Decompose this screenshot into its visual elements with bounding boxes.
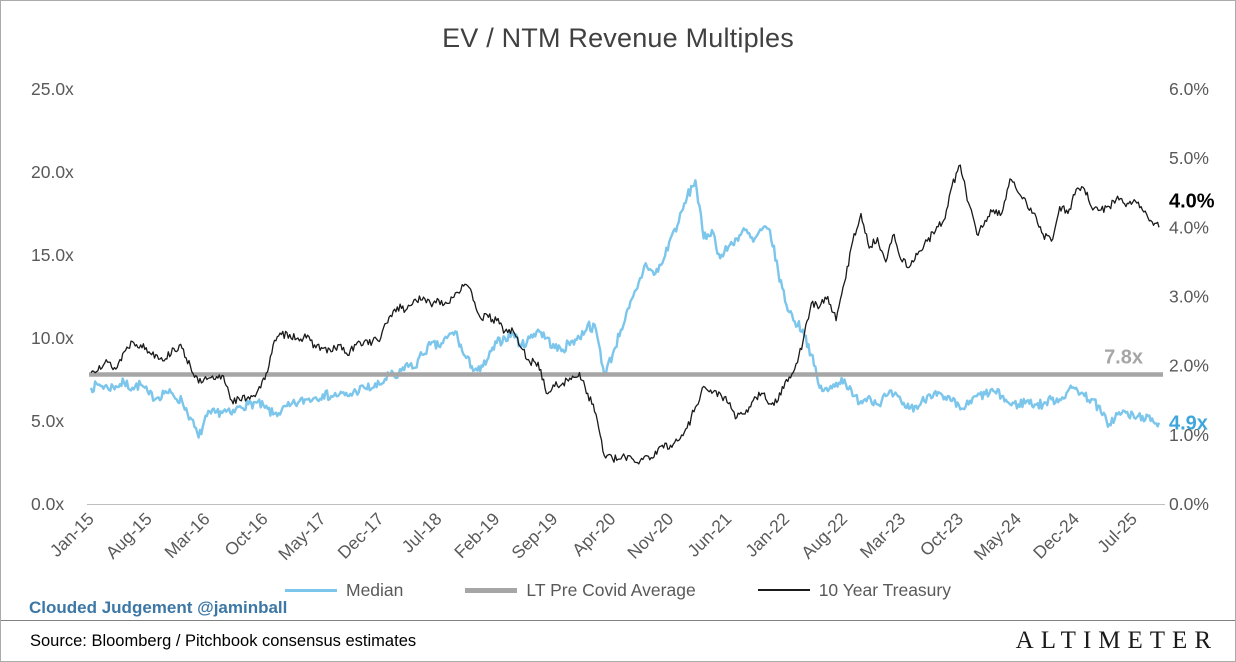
- legend-label-median: Median: [346, 579, 404, 600]
- treasury-value-label: 4.0%: [1169, 190, 1215, 212]
- x-axis-tick: Jan-22: [741, 509, 793, 561]
- x-axis-tick: Jun-21: [683, 509, 735, 561]
- x-axis-tick: Jul-25: [1093, 509, 1141, 557]
- x-axis-tick: Dec-24: [1029, 509, 1083, 563]
- x-axis-tick: Mar-23: [856, 509, 909, 562]
- left-axis-tick: 25.0x: [31, 79, 74, 99]
- legend-label-lt-pre-covid-average: LT Pre Covid Average: [526, 579, 696, 600]
- page-title: EV / NTM Revenue Multiples: [442, 23, 794, 53]
- left-axis-tick: 15.0x: [31, 245, 74, 265]
- x-axis-tick: Mar-16: [160, 509, 213, 562]
- x-axis-tick: Aug-15: [102, 509, 156, 563]
- x-axis-tick: Oct-16: [220, 509, 271, 560]
- x-axis-tick: Jan-15: [46, 509, 98, 561]
- x-axis-tick: Jul-18: [398, 509, 446, 557]
- right-axis-tick: 6.0%: [1169, 79, 1209, 99]
- x-axis-tick: Dec-17: [334, 509, 388, 563]
- chart-legend: Median LT Pre Covid Average 10 Year Trea…: [1, 578, 1235, 602]
- left-axis-tick: 0.0x: [31, 494, 64, 514]
- right-axis-tick: 2.0%: [1169, 356, 1209, 376]
- legend-label-10-year-treasury: 10 Year Treasury: [818, 579, 951, 600]
- median-line: [89, 179, 1161, 439]
- left-axis-tick: 5.0x: [31, 411, 64, 431]
- x-axis-tick: Aug-22: [797, 509, 851, 563]
- credit-text: Clouded Judgement @jaminball: [29, 598, 288, 617]
- x-axis-tick: Nov-20: [623, 509, 677, 563]
- x-axis-tick: Apr-20: [568, 509, 619, 560]
- average-value-label: 7.8x: [1104, 347, 1143, 369]
- median-line-swatch: [285, 588, 337, 592]
- left-axis-tick: 10.0x: [31, 328, 74, 348]
- footer-divider: [1, 620, 1235, 621]
- x-axis-tick: Sep-19: [507, 509, 561, 563]
- altimeter-logo: ALTIMETER: [1015, 627, 1218, 654]
- left-axis-tick: 20.0x: [31, 162, 74, 182]
- x-axis-tick: May-17: [274, 509, 329, 564]
- average-line-swatch: [465, 587, 518, 593]
- median-value-label: 4.9x: [1169, 413, 1208, 435]
- right-axis-tick: 0.0%: [1169, 494, 1209, 514]
- legend-item-lt-pre-covid-average: LT Pre Covid Average: [465, 579, 696, 601]
- x-axis-tick: May-24: [970, 509, 1026, 565]
- legend-item-10-year-treasury: 10 Year Treasury: [757, 579, 951, 601]
- legend-item-median: Median: [285, 580, 403, 601]
- treasury-line: [90, 164, 1160, 465]
- right-axis-tick: 5.0%: [1169, 148, 1209, 168]
- right-axis-tick: 3.0%: [1169, 287, 1209, 307]
- right-axis-tick: 1.0%: [1169, 425, 1209, 445]
- x-axis-tick: Feb-19: [450, 509, 503, 562]
- footer: Source: Bloomberg / Pitchbook consensus …: [1, 621, 1235, 661]
- x-axis-tick: Oct-23: [916, 509, 967, 560]
- right-axis-tick: 4.0%: [1169, 217, 1209, 237]
- source-text: Source: Bloomberg / Pitchbook consensus …: [30, 631, 417, 650]
- treasury-line-swatch: [757, 589, 810, 591]
